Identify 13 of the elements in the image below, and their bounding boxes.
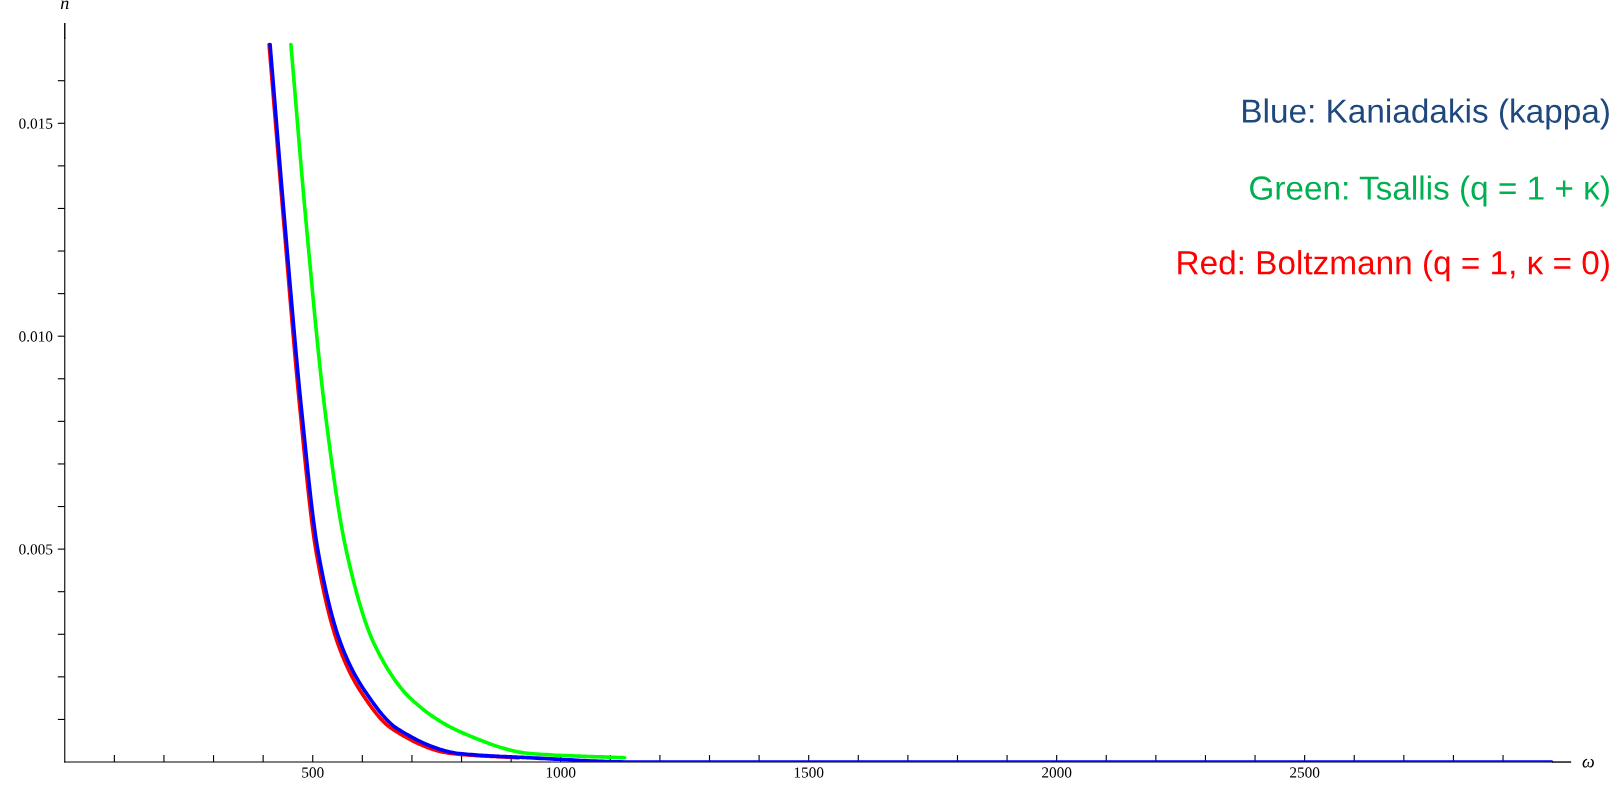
x-tick-label: 1500 [794, 767, 824, 778]
y-tick-label: 0.010 [19, 331, 53, 342]
y-tick-label: 0.015 [19, 118, 53, 129]
x-tick-label: 500 [302, 767, 324, 778]
annotation: Blue: Kaniadakis (kappa) [1243, 98, 1609, 130]
y-axis-title: n [60, 0, 69, 9]
annotation: Green: Tsallis (q = 1 + κ) [1250, 175, 1609, 207]
x-axis-title: ω [1582, 758, 1594, 768]
x-tick-label: 2500 [1290, 767, 1320, 778]
y-tick-label: 0.005 [19, 544, 53, 555]
x-tick-label: 1000 [546, 767, 576, 778]
x-tick-label: 2000 [1042, 767, 1072, 778]
annotation: Red: Boltzmann (q = 1, κ = 0) [1178, 250, 1609, 282]
